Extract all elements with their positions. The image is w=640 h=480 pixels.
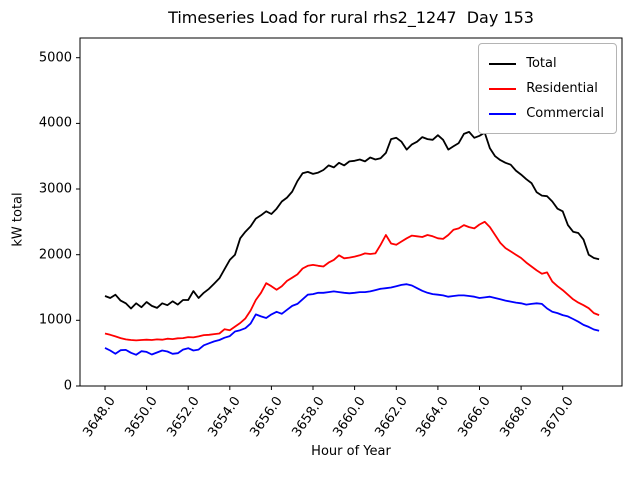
chart-title: Timeseries Load for rural rhs2_1247 Day … (168, 8, 534, 27)
y-tick-label: 3000 (38, 181, 72, 197)
y-tick-label: 0 (63, 378, 72, 394)
legend-label-commercial: Commercial (526, 106, 604, 121)
y-axis-label: kW total (10, 192, 26, 247)
residential-line-swatch-icon (489, 87, 517, 90)
commercial-line-swatch-icon (489, 112, 517, 115)
total-line-swatch-icon (489, 62, 517, 65)
legend-label-total: Total (526, 56, 557, 71)
legend-entry-total: Total (489, 51, 604, 76)
y-tick-label: 5000 (38, 50, 72, 66)
legend-entry-residential: Residential (489, 76, 604, 101)
legend-label-residential: Residential (526, 81, 598, 96)
legend: Total Residential Commercial (478, 43, 617, 134)
legend-entry-commercial: Commercial (489, 101, 604, 126)
y-tick-label: 1000 (38, 312, 72, 328)
x-axis-label: Hour of Year (311, 444, 391, 459)
y-tick-label: 2000 (38, 247, 72, 263)
y-tick-label: 4000 (38, 115, 72, 131)
